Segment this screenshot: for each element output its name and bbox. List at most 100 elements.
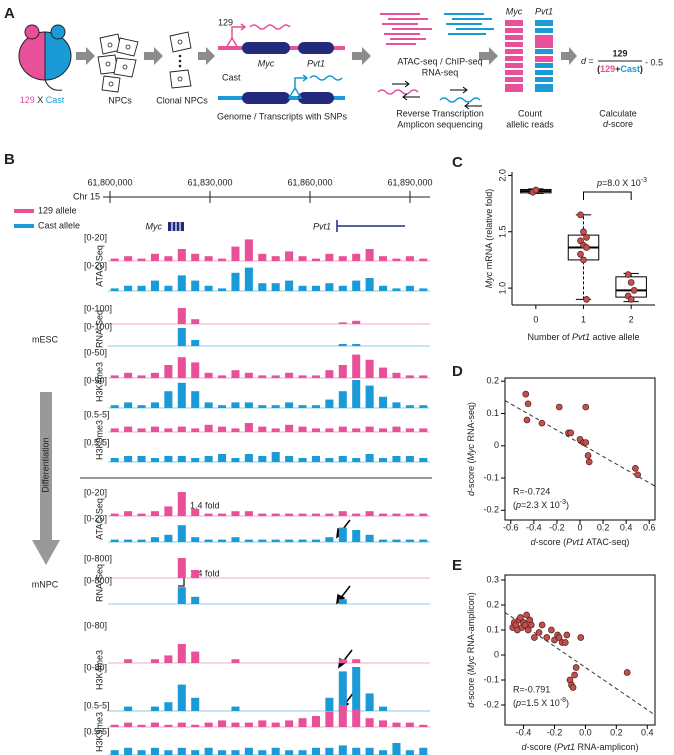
signal-bar (419, 428, 428, 432)
label: -score (608, 119, 633, 129)
signal-bar (177, 426, 186, 432)
point (567, 429, 575, 437)
y-tick-label: -0.2 (483, 505, 499, 515)
signal-bar (285, 280, 294, 291)
signal-bar (365, 249, 374, 261)
x-tick-label: 0.0 (579, 727, 592, 737)
signal-bar (338, 365, 347, 378)
signal-bar (379, 720, 388, 727)
signal-bar (231, 511, 240, 516)
signal-bar (338, 391, 347, 408)
x-tick-label: 1 (581, 314, 586, 324)
signal-bar (338, 285, 347, 291)
point (585, 458, 593, 466)
signal-bar (231, 458, 240, 462)
point (577, 250, 584, 258)
label: Pvt1 (535, 6, 553, 16)
signal-bar (338, 745, 347, 755)
signal-bar (137, 258, 146, 261)
text-run: d (531, 537, 537, 547)
cross-label: 129 X Cast (20, 95, 65, 105)
signal-bar (191, 340, 200, 346)
formula: d = (581, 56, 594, 66)
signal-bar (365, 747, 374, 755)
signal-bar (110, 513, 119, 516)
signal-bar (419, 258, 428, 261)
panel-a: 129 X Cast NPCs Clonal NPCs 129 Myc Pv (18, 6, 663, 129)
point (523, 611, 530, 619)
formula: 129 (612, 48, 627, 58)
text-run: d (466, 490, 476, 496)
signal-bar (298, 750, 307, 755)
point (527, 621, 535, 629)
signal-bar (405, 285, 414, 291)
signal-bar (285, 513, 294, 516)
track-name: ATAC-Seq (94, 245, 104, 287)
signal-bar (191, 362, 200, 378)
signal-bar (325, 428, 334, 432)
point (572, 664, 580, 671)
x-tick-label: -0.6 (503, 522, 519, 532)
point (517, 614, 524, 621)
signal-bar (298, 539, 307, 542)
point (583, 296, 590, 303)
panel-b-layout (32, 196, 432, 711)
point (538, 419, 546, 427)
point (632, 465, 639, 472)
label: Count (518, 108, 543, 118)
text-run: ( (513, 698, 516, 708)
text-run: mRNA (relative fold) (484, 189, 494, 272)
signal-bar (285, 456, 294, 462)
point (569, 684, 577, 691)
signal-bar (218, 513, 227, 516)
label: d-score (603, 119, 633, 129)
y-axis-label: d-score (Myc RNA-seq) (466, 402, 476, 496)
signal-bar (405, 375, 414, 378)
coord-label: 61,800,000 (87, 177, 132, 187)
signal-bar (298, 375, 307, 378)
signal-bar (164, 285, 173, 291)
track-range: [0-100] (84, 321, 112, 331)
signal-bar (338, 322, 347, 324)
signal-bar (338, 659, 347, 663)
text-run: =1.5 X 10 (521, 698, 560, 708)
signal-bar (392, 426, 401, 432)
point (538, 621, 546, 629)
label: ATAC-seq / ChIP-seq (397, 56, 482, 66)
track-name: H3K4me3 (94, 650, 104, 690)
signal-bar (231, 402, 240, 408)
signal-bar (124, 372, 133, 378)
signal-bar (311, 285, 320, 291)
p-value: (p=2.3 X 10-3) (513, 499, 569, 510)
point (524, 626, 532, 634)
signal-bar (150, 402, 159, 408)
label: Genome / Transcripts with SNPs (217, 111, 348, 121)
signal-bar (218, 454, 227, 462)
signal-bar (231, 246, 240, 261)
signal-bar (271, 747, 280, 755)
reads-129 (380, 13, 432, 45)
y-tick-label: -0.2 (483, 699, 499, 709)
signal-bar (405, 456, 414, 462)
signal-bar (137, 428, 146, 432)
signal-bar (204, 539, 213, 542)
x-tick-label: -0.4 (526, 522, 542, 532)
count-bars (505, 20, 553, 92)
signal-bar (218, 426, 227, 432)
signal-bar (258, 405, 267, 408)
track-range: [0.5-5] (84, 700, 110, 710)
plot-frame (504, 377, 656, 521)
signal-bar (191, 428, 200, 432)
signal-bar (177, 492, 186, 516)
signal-bar (110, 428, 119, 432)
track-range: [0-20] (84, 487, 107, 497)
signal-bar (244, 239, 253, 261)
stat-label: R=-0.724 (513, 486, 550, 496)
text-run: RNA-amplicon) (466, 592, 476, 656)
point (531, 634, 538, 641)
signal-bar (405, 722, 414, 727)
x-tick-label: 0.2 (610, 727, 623, 737)
label: Cast (222, 72, 241, 82)
signal-bar (271, 428, 280, 432)
signal-bar (177, 456, 186, 462)
